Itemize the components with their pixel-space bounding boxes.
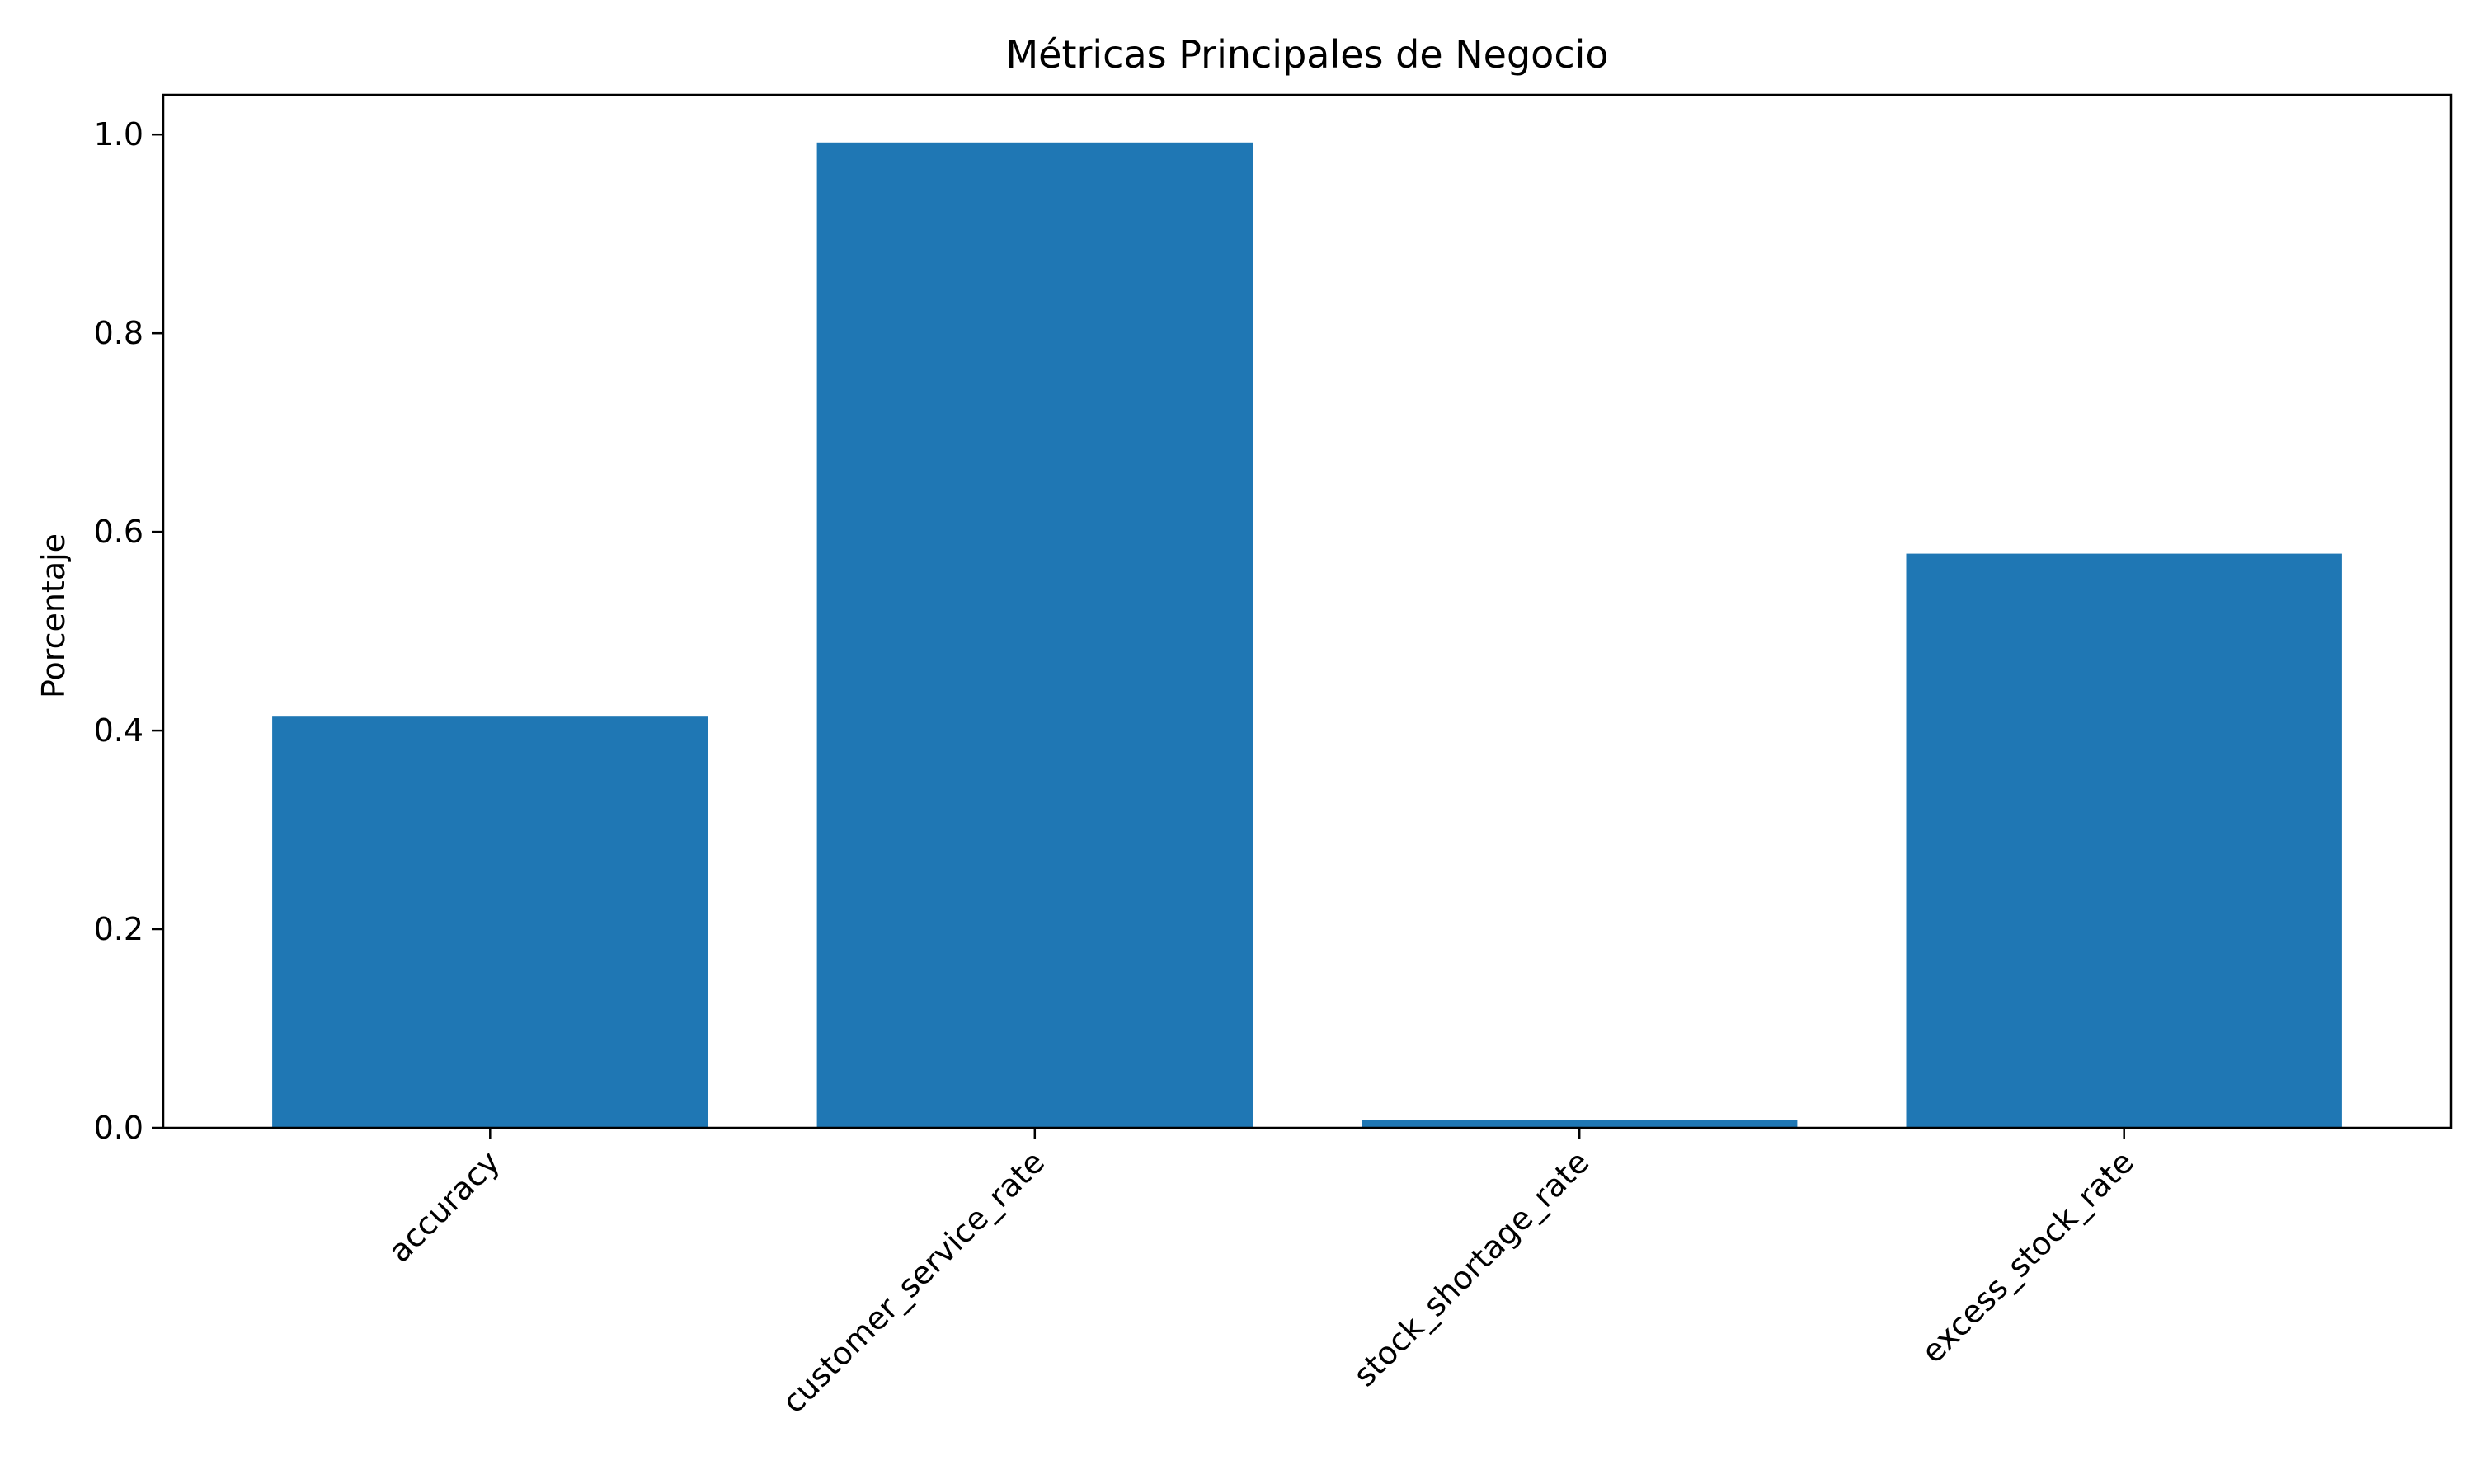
y-axis-label: Porcentaje xyxy=(35,533,72,698)
chart-title: Métricas Principales de Negocio xyxy=(1005,32,1608,77)
plot-area-frame xyxy=(162,93,2453,1129)
y-tick-label: 0.6 xyxy=(94,514,143,550)
bar-accuracy xyxy=(272,716,708,1128)
y-tick-label: 0.2 xyxy=(94,911,143,947)
bars-group xyxy=(272,142,2342,1128)
bar-stock-shortage-rate xyxy=(1362,1120,1798,1128)
y-tick-label: 0.4 xyxy=(94,712,143,749)
bar-excess-stock-rate xyxy=(1906,553,2342,1128)
y-tick-label: 1.0 xyxy=(94,116,143,153)
bar-customer-service-rate xyxy=(816,142,1253,1128)
y-tick-label: 0.0 xyxy=(94,1110,143,1146)
y-axis-ticks: 0.0 0.2 0.4 0.6 0.8 1.0 xyxy=(94,116,163,1146)
y-tick-label: 0.8 xyxy=(94,315,143,351)
